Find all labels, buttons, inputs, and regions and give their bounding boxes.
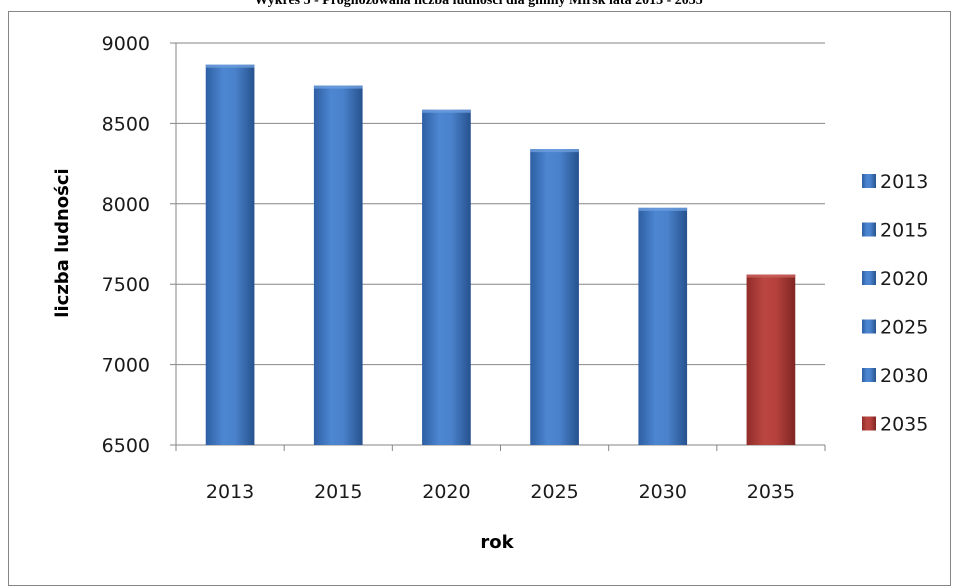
bar-2020 bbox=[422, 109, 471, 446]
legend-swatch bbox=[862, 319, 876, 334]
bar-cap-2013 bbox=[205, 64, 255, 68]
legend-label: 2035 bbox=[880, 414, 928, 436]
legend-label: 2020 bbox=[880, 268, 928, 290]
legend-swatch bbox=[862, 416, 876, 431]
x-tick-label: 2013 bbox=[206, 481, 254, 503]
x-tick-label: 2025 bbox=[530, 481, 578, 503]
x-tick-label: 2030 bbox=[639, 481, 687, 503]
y-tick-label: 9000 bbox=[102, 33, 150, 55]
legend-label: 2025 bbox=[880, 317, 928, 339]
y-tick-label: 6500 bbox=[102, 435, 150, 457]
y-tick-label: 8000 bbox=[102, 194, 150, 216]
legend-swatch bbox=[862, 368, 876, 382]
legend-swatch bbox=[862, 271, 876, 285]
bar-cap-2015 bbox=[313, 85, 363, 89]
legend-swatch bbox=[862, 174, 876, 188]
y-axis-title: liczba ludności bbox=[52, 168, 73, 317]
chart-title: Wykres 5 - Prognozowana liczba ludności … bbox=[254, 0, 703, 8]
bar-2035 bbox=[746, 274, 796, 445]
y-tick-label: 8500 bbox=[102, 113, 150, 135]
bar-cap-2030 bbox=[638, 207, 688, 211]
bar-cap-2020 bbox=[422, 109, 471, 113]
y-tick-label: 7500 bbox=[102, 274, 150, 296]
y-tick-label: 7000 bbox=[102, 355, 150, 377]
bar-cap-2035 bbox=[746, 274, 796, 278]
x-tick-label: 2020 bbox=[422, 481, 470, 503]
legend-swatch bbox=[862, 222, 876, 237]
bar-2015 bbox=[313, 85, 363, 445]
x-tick-label: 2015 bbox=[314, 481, 362, 503]
legend-label: 2015 bbox=[880, 220, 928, 242]
bar-cap-2025 bbox=[530, 149, 579, 153]
bar-2025 bbox=[530, 149, 579, 446]
x-axis-title: rok bbox=[480, 532, 514, 553]
x-tick-label: 2035 bbox=[747, 481, 795, 503]
bar-2030 bbox=[638, 207, 688, 445]
bar-2013 bbox=[205, 64, 255, 445]
legend-label: 2030 bbox=[880, 365, 928, 387]
legend-label: 2013 bbox=[880, 171, 928, 193]
